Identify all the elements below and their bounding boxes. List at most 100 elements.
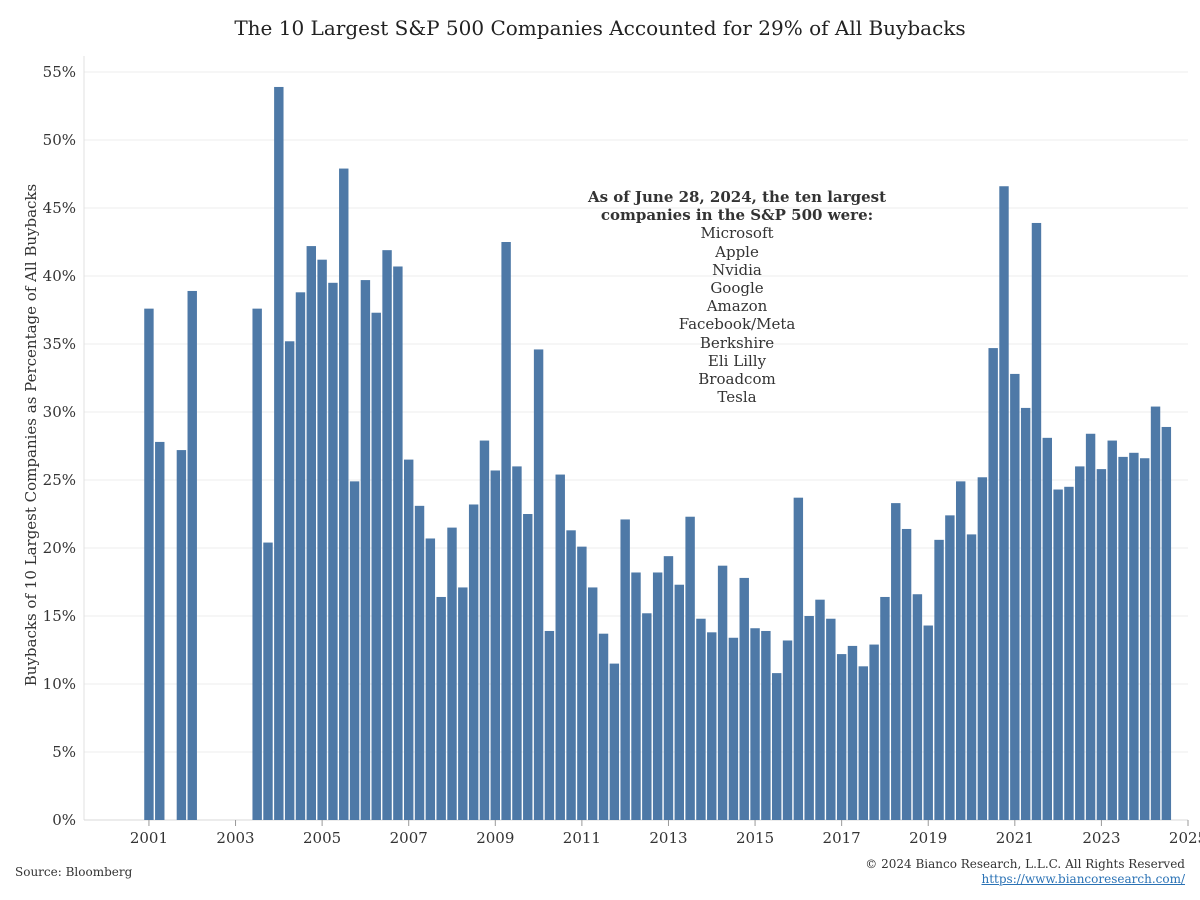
bar xyxy=(317,259,327,820)
bar xyxy=(544,630,555,820)
y-tick-label: 5% xyxy=(52,743,76,761)
bar xyxy=(804,616,814,820)
x-tick-label: 2001 xyxy=(130,829,168,847)
company-item: Nvidia xyxy=(712,260,762,279)
bar xyxy=(479,440,490,820)
bar xyxy=(360,280,371,821)
company-item: Broadcom xyxy=(698,370,776,389)
y-tick-label: 10% xyxy=(43,675,76,693)
bar xyxy=(761,630,771,820)
x-tick-label: 2023 xyxy=(1082,829,1120,847)
bar xyxy=(447,527,457,820)
annotation-heading-line-1: As of June 28, 2024, the ten largest xyxy=(587,188,887,206)
bar xyxy=(1075,466,1085,820)
bar xyxy=(707,632,717,820)
bar xyxy=(436,596,446,820)
bar xyxy=(1085,433,1096,820)
y-tick-label: 55% xyxy=(43,63,76,81)
x-tick-label: 2007 xyxy=(390,829,428,847)
bar xyxy=(945,515,955,820)
bar xyxy=(880,596,890,820)
bar xyxy=(901,528,912,820)
y-tick-label: 40% xyxy=(43,267,76,285)
x-tick-label: 2011 xyxy=(563,829,601,847)
bar xyxy=(1107,440,1117,820)
bar xyxy=(555,474,565,820)
y-tick-label: 15% xyxy=(43,607,76,625)
bar xyxy=(642,613,652,820)
y-axis-label: Buybacks of 10 Largest Companies as Perc… xyxy=(22,183,40,687)
bar xyxy=(663,556,674,820)
bar xyxy=(566,530,576,820)
y-tick-label: 0% xyxy=(52,811,76,829)
bar xyxy=(187,290,197,821)
bar xyxy=(598,633,609,820)
y-tick-label: 35% xyxy=(43,335,76,353)
bar xyxy=(284,341,295,820)
bar xyxy=(144,308,154,820)
source-note: Source: Bloomberg xyxy=(15,865,133,879)
bar xyxy=(1161,426,1172,820)
bar xyxy=(1150,406,1161,820)
bar xyxy=(349,481,360,820)
bar xyxy=(1031,222,1042,820)
bar xyxy=(934,539,944,820)
x-tick-label: 2019 xyxy=(909,829,947,847)
bar xyxy=(501,242,511,820)
bar xyxy=(674,584,684,820)
website-link[interactable]: https://www.biancoresearch.com/ xyxy=(981,872,1185,886)
bar xyxy=(1010,373,1020,820)
bar xyxy=(1053,489,1063,820)
bar xyxy=(652,572,663,820)
bar xyxy=(891,503,901,820)
bar xyxy=(1020,407,1031,820)
bar xyxy=(750,628,760,820)
companies-annotation: As of June 28, 2024, the ten largest com… xyxy=(557,188,917,406)
bar xyxy=(306,246,316,820)
bar xyxy=(988,348,998,820)
bar xyxy=(328,282,338,820)
bar xyxy=(912,594,923,820)
x-tick-label: 2025 xyxy=(1169,829,1200,847)
bars xyxy=(144,86,1172,821)
bar xyxy=(263,542,273,820)
bar xyxy=(955,481,966,820)
bar xyxy=(847,645,858,820)
x-tick-label: 2015 xyxy=(736,829,774,847)
bar xyxy=(696,618,706,820)
bar xyxy=(739,577,749,820)
bar xyxy=(393,266,403,821)
bar xyxy=(458,587,468,820)
bar xyxy=(176,450,187,820)
bar xyxy=(274,86,284,820)
bar xyxy=(728,637,739,820)
bar xyxy=(587,587,598,820)
bar xyxy=(1118,456,1128,820)
bar xyxy=(1042,437,1052,820)
company-item: Berkshire xyxy=(699,333,775,352)
company-item: Facebook/Meta xyxy=(678,315,796,334)
bar xyxy=(1129,452,1139,820)
y-tick-label: 30% xyxy=(43,403,76,421)
bar xyxy=(577,546,587,820)
bar xyxy=(425,538,436,820)
y-tick-label: 25% xyxy=(43,471,76,489)
bar xyxy=(252,308,262,820)
bar xyxy=(533,349,544,820)
y-tick-label: 20% xyxy=(43,539,76,557)
bar xyxy=(382,250,392,820)
bar xyxy=(685,516,695,820)
bar xyxy=(771,673,782,820)
x-tick-label: 2005 xyxy=(303,829,341,847)
axes: 0% 5% 10% 15% 20% 25% 30% 35% 40% 45% 50% 55% 2001 20… xyxy=(43,63,1200,847)
bar xyxy=(966,534,977,820)
bar xyxy=(793,497,804,820)
bar xyxy=(717,565,728,820)
company-item: Google xyxy=(710,279,764,298)
bar xyxy=(923,625,933,820)
bar xyxy=(155,441,165,820)
bar xyxy=(620,519,630,820)
bar xyxy=(815,599,825,820)
bar xyxy=(414,505,425,820)
